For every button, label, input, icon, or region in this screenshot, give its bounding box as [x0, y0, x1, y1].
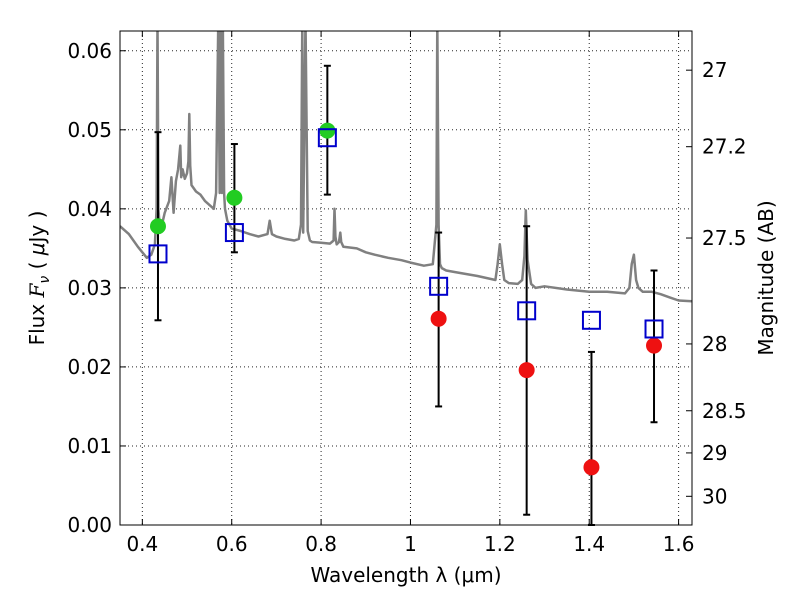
- y2-axis-label: Magnitude (AB): [754, 200, 778, 355]
- data-point-square: [644, 319, 664, 339]
- data-markers: [148, 122, 664, 476]
- y-axis-label-part: μ: [25, 242, 49, 256]
- y2-tick-label: 27.5: [702, 226, 747, 250]
- y-axis-label-part: (: [25, 255, 49, 276]
- y-tick-label: 0.03: [67, 276, 112, 300]
- y2-tick-label: 28: [702, 332, 727, 356]
- data-point-circle: [583, 459, 600, 476]
- x-axis-label: Wavelength λ (μm): [310, 563, 501, 587]
- axis-ticks: 0.4 0.6 0.8 1 1.2 1.4 1.6 0.00 0.01 0.02 0.03 0.04 0…: [67, 31, 747, 556]
- data-point-square: [148, 244, 168, 264]
- error-bars: [154, 64, 658, 526]
- data-point-circle: [149, 218, 166, 235]
- y2-tick-label: 27.2: [702, 135, 747, 159]
- data-point-square: [224, 223, 244, 243]
- y-axis-label: Flux Fν ( μJy ): [25, 211, 53, 346]
- data-point-circle: [518, 362, 535, 379]
- data-point-circle: [430, 310, 447, 327]
- y-axis-label-part: F: [25, 282, 49, 298]
- data-point-square: [317, 128, 337, 148]
- x-tick-label: 0.8: [305, 532, 337, 556]
- x-tick-label: 0.6: [216, 532, 248, 556]
- data-point-square: [429, 276, 449, 296]
- data-point-square: [581, 310, 601, 330]
- grid: [120, 31, 692, 526]
- y-axis-label-part: Flux: [25, 297, 49, 345]
- spectrum-path: [120, 31, 692, 303]
- x-tick-label: 0.4: [126, 532, 158, 556]
- data-point-circle: [319, 122, 336, 139]
- plot-frame: [119, 30, 693, 526]
- spectrum-line: [120, 31, 692, 303]
- y-tick-label: 0.04: [67, 197, 112, 221]
- data-point-circle: [646, 337, 663, 354]
- y2-tick-label: 30: [702, 484, 727, 508]
- y-tick-label: 0.00: [67, 513, 112, 537]
- y-axis-label-part: Jy ): [25, 211, 49, 245]
- y-tick-label: 0.05: [67, 118, 112, 142]
- y2-tick-label: 27: [702, 58, 727, 82]
- x-tick-label: 1.4: [573, 532, 605, 556]
- y2-tick-label: 29: [702, 441, 727, 465]
- x-tick-label: 1.6: [663, 532, 695, 556]
- y-tick-label: 0.01: [67, 434, 112, 458]
- x-tick-label: 1: [404, 532, 417, 556]
- data-point-square: [517, 301, 537, 321]
- data-point-circle: [226, 189, 243, 206]
- axis-labels: Wavelength λ (μm) Flux Fν ( μJy ) Magnit…: [25, 200, 778, 587]
- y-tick-label: 0.06: [67, 39, 112, 63]
- y-axis-label-part: ν: [37, 276, 53, 284]
- y-tick-label: 0.02: [67, 355, 112, 379]
- x-tick-label: 1.2: [484, 532, 516, 556]
- y2-tick-label: 28.5: [702, 399, 747, 423]
